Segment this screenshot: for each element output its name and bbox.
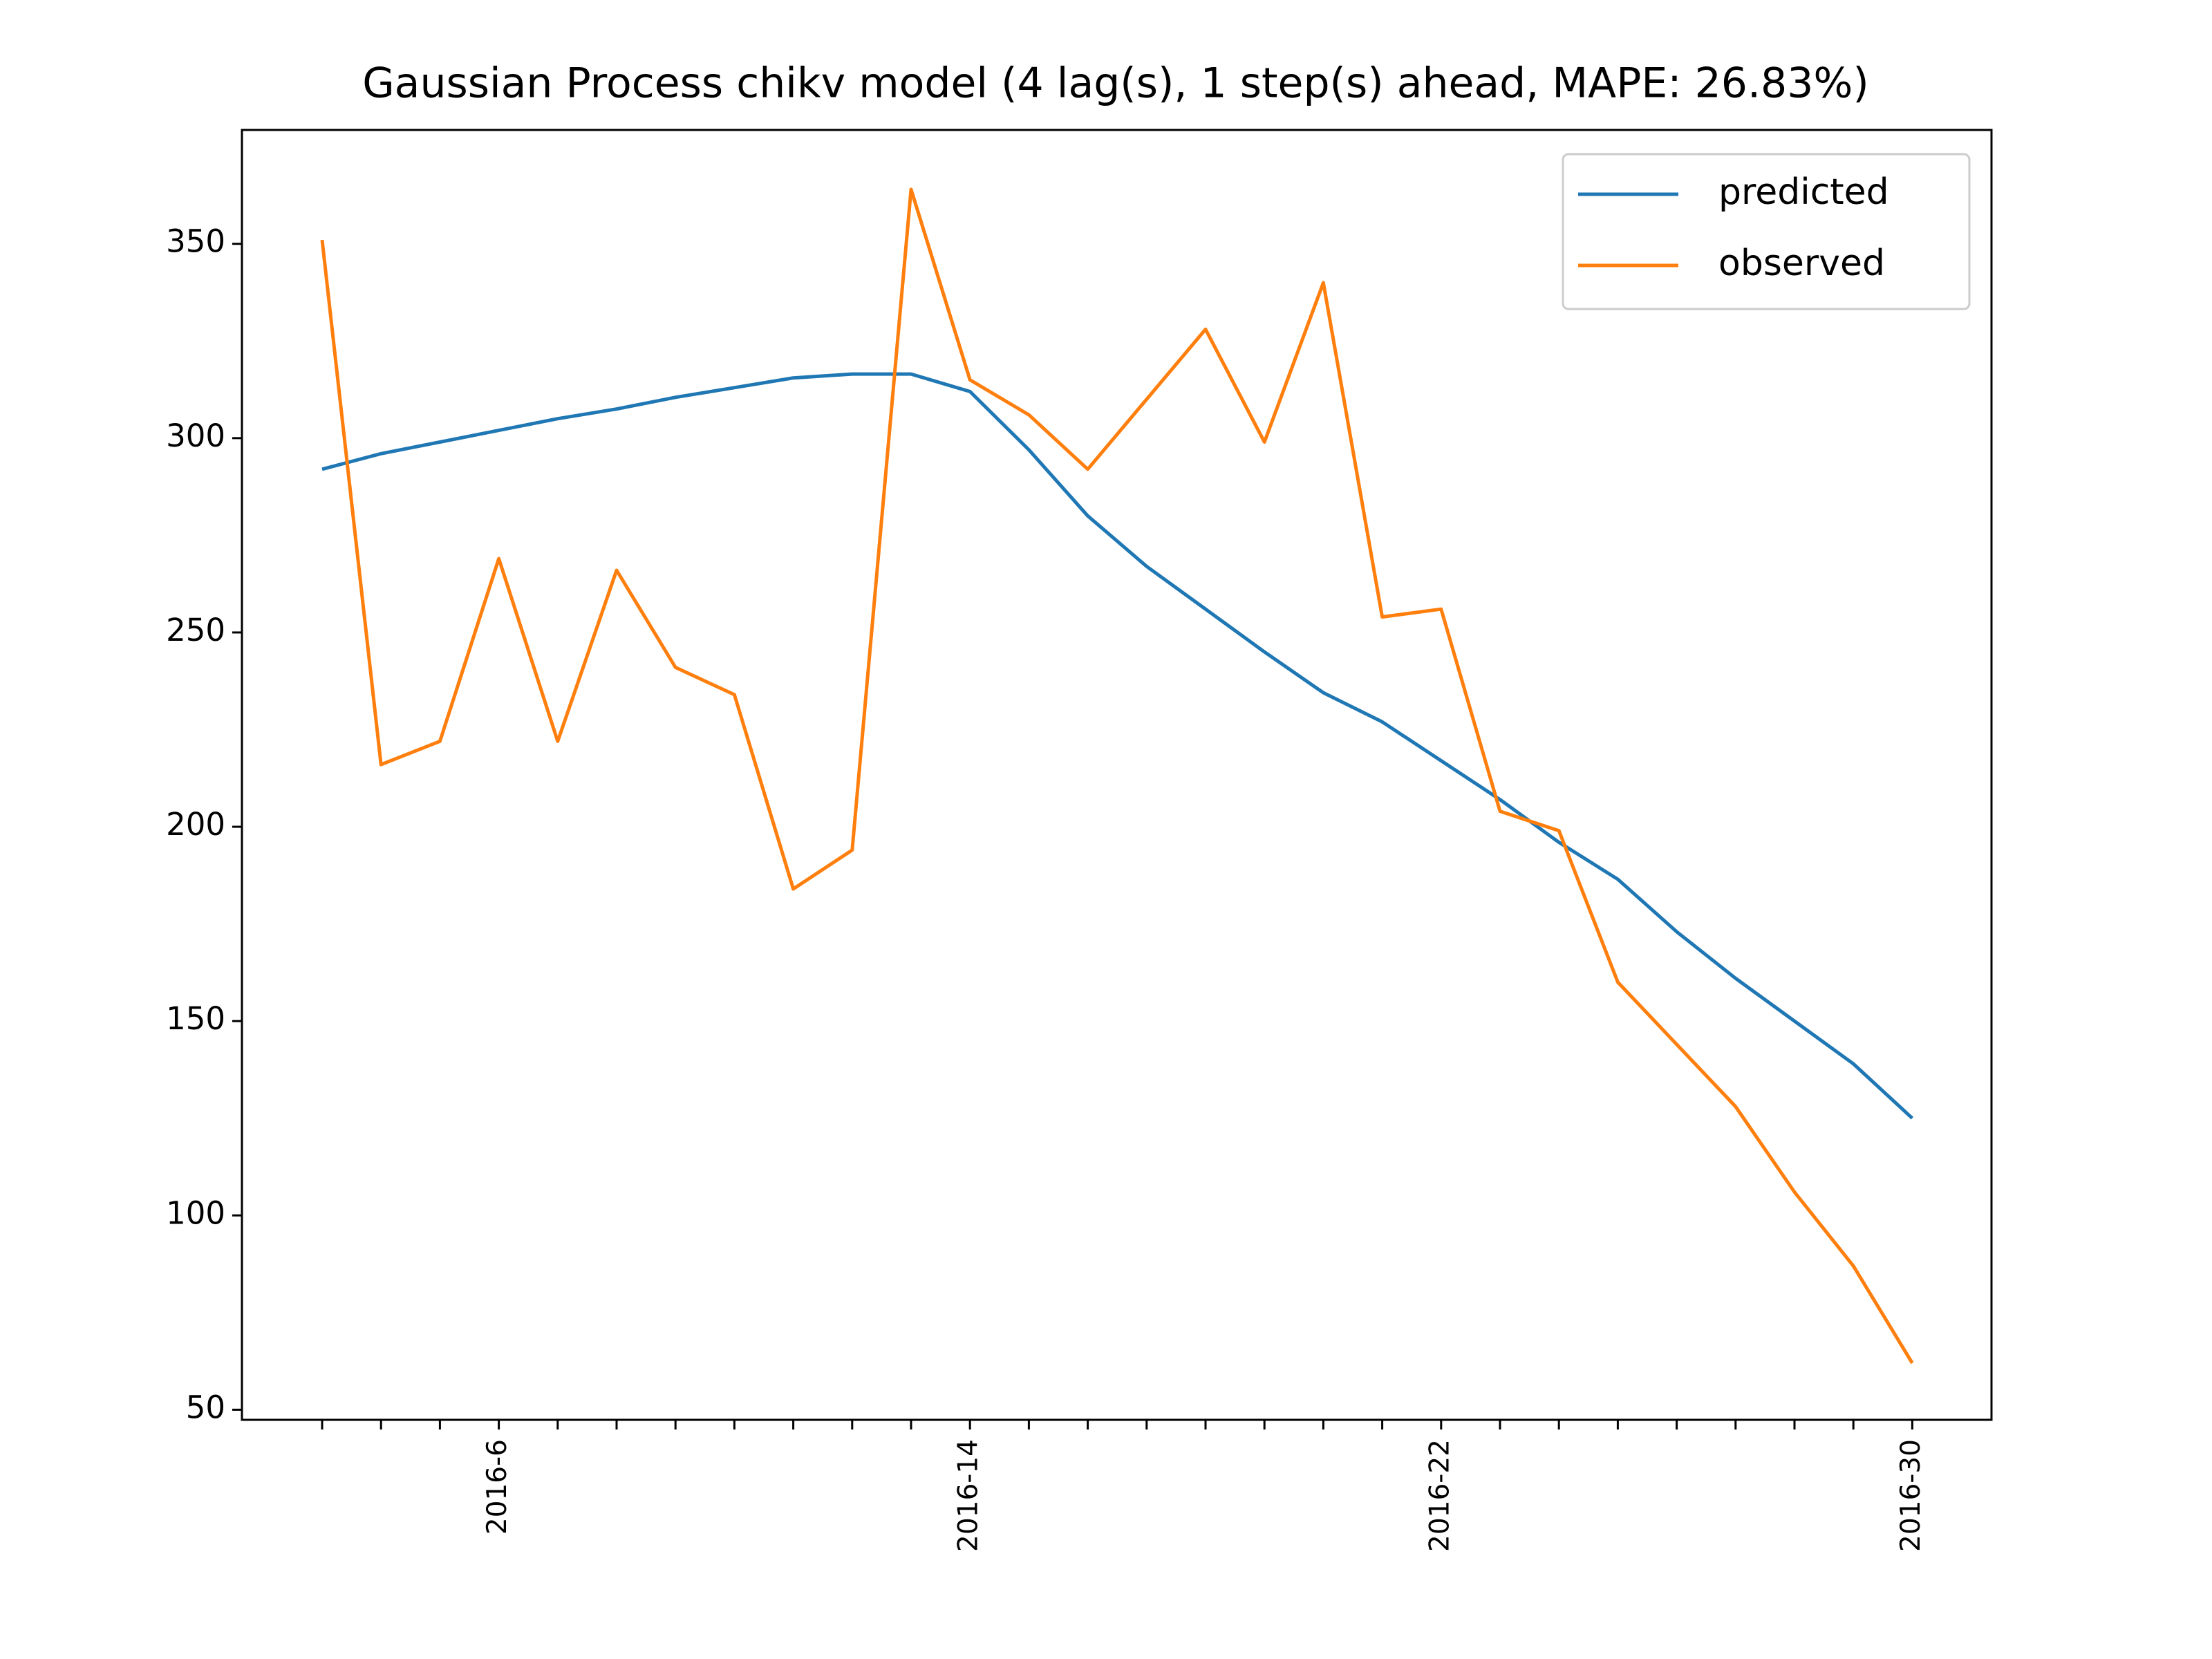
series-line xyxy=(320,187,1914,1365)
x-tick-label: 2016-6 xyxy=(482,1439,513,1535)
y-tick-label: 250 xyxy=(166,612,225,648)
series-line xyxy=(321,372,1914,1120)
legend-label: predicted xyxy=(1718,171,1889,213)
plot-frame xyxy=(241,129,1993,1421)
chart-title: Gaussian Process chikv model (4 lag(s), … xyxy=(362,59,1869,108)
y-tick-label: 50 xyxy=(186,1389,225,1425)
x-tick-label: 2016-14 xyxy=(953,1439,984,1552)
legend-label: observed xyxy=(1718,243,1885,284)
y-tick-label: 100 xyxy=(166,1194,225,1231)
x-tick-label: 2016-22 xyxy=(1424,1439,1455,1552)
y-tick-label: 350 xyxy=(166,223,225,260)
y-tick-label: 150 xyxy=(166,1000,225,1037)
x-tick-label: 2016-30 xyxy=(1895,1439,1927,1552)
y-tick-label: 300 xyxy=(166,418,225,454)
y-tick-label: 200 xyxy=(166,806,225,843)
